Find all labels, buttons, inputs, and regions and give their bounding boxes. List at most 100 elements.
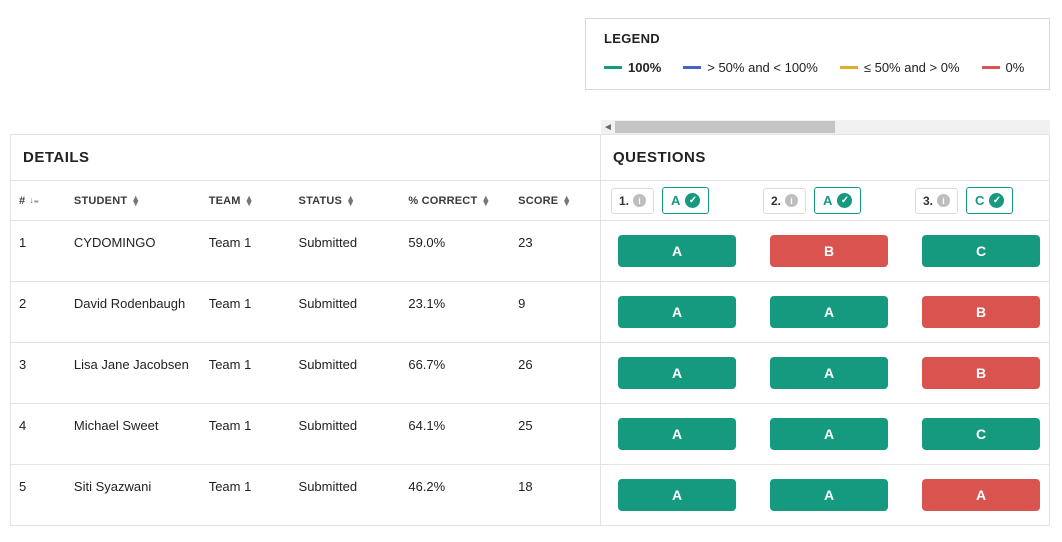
answer-pill[interactable]: B xyxy=(922,296,1040,328)
student-name: Siti Syazwani xyxy=(66,465,201,525)
sort-icon: ▲▼ xyxy=(346,196,355,206)
answer-pill[interactable]: A xyxy=(618,357,736,389)
answer-cells: AAB xyxy=(601,282,1057,342)
col-header-student[interactable]: STUDENT ▲▼ xyxy=(66,181,201,220)
table-row: 2David RodenbaughTeam 1Submitted23.1%9 A A… xyxy=(11,282,1049,343)
answer-cells: A B C xyxy=(601,221,1057,281)
score: 25 xyxy=(510,404,600,464)
col-header-team[interactable]: TEAM ▲▼ xyxy=(201,181,291,220)
info-icon[interactable]: i xyxy=(937,194,950,207)
status: Submitted xyxy=(291,404,401,464)
student-name: CYDOMINGO xyxy=(66,221,201,281)
student-name: Michael Sweet xyxy=(66,404,201,464)
details-cells: 2David RodenbaughTeam 1Submitted23.1%9 xyxy=(11,282,601,342)
question-number-label: 2. xyxy=(771,194,781,208)
legend-label: ≤ 50% and > 0% xyxy=(864,60,960,75)
answer-pill[interactable]: B xyxy=(770,235,888,267)
answer-cell: A xyxy=(905,465,1057,525)
legend-swatch xyxy=(840,66,858,69)
answer-pill[interactable]: A xyxy=(770,479,888,511)
answer-cell: A xyxy=(601,282,753,342)
legend-swatch xyxy=(683,66,701,69)
question-number-box[interactable]: 1. i xyxy=(611,188,654,214)
scroll-left-arrow[interactable]: ◄ xyxy=(601,120,615,134)
correct-answer-label: A xyxy=(823,193,832,208)
answer-cells: AAA xyxy=(601,465,1057,525)
col-header-score[interactable]: SCORE ▲▼ xyxy=(510,181,600,220)
check-icon: ✓ xyxy=(837,193,852,208)
sort-icon: ▲▼ xyxy=(131,196,140,206)
info-icon[interactable]: i xyxy=(633,194,646,207)
legend-items: 100% > 50% and < 100% ≤ 50% and > 0% 0% xyxy=(604,60,1031,75)
col-header-score-label: SCORE xyxy=(518,195,558,207)
percent-correct: 66.7% xyxy=(400,343,510,403)
question-number-label: 1. xyxy=(619,194,629,208)
status: Submitted xyxy=(291,282,401,342)
legend-title: LEGEND xyxy=(604,31,1031,46)
answer-pill[interactable]: C xyxy=(922,418,1040,450)
correct-answer-box[interactable]: A✓ xyxy=(662,187,709,214)
question-header: 2.iA✓ xyxy=(753,181,905,220)
table-row: 1CYDOMINGOTeam 1Submitted59.0%23ABC xyxy=(11,221,1049,282)
answer-pill[interactable]: C xyxy=(922,235,1040,267)
details-section-header: DETAILS xyxy=(11,135,601,180)
details-cells: 4Michael SweetTeam 1Submitted64.1%25 xyxy=(11,404,601,464)
correct-answer-label: A xyxy=(671,193,680,208)
answer-cell: C xyxy=(905,404,1057,464)
col-header-team-label: TEAM xyxy=(209,195,241,207)
col-header-pct-correct[interactable]: % CORRECT ▲▼ xyxy=(400,181,510,220)
details-cells: 3Lisa Jane JacobsenTeam 1Submitted66.7%2… xyxy=(11,343,601,403)
scroll-thumb[interactable] xyxy=(615,121,835,133)
info-icon[interactable]: i xyxy=(785,194,798,207)
answer-cells: AAC xyxy=(601,404,1057,464)
legend-item: > 50% and < 100% xyxy=(683,60,818,75)
answer-pill[interactable]: A xyxy=(770,296,888,328)
section-header-row: DETAILS QUESTIONS xyxy=(11,135,1049,181)
answer-pill[interactable]: A xyxy=(618,418,736,450)
answer-pill[interactable]: A xyxy=(618,235,736,267)
answer-pill[interactable]: A xyxy=(618,296,736,328)
questions-section-header: QUESTIONS xyxy=(601,135,1049,180)
answer-pill[interactable]: A xyxy=(770,357,888,389)
sort-icon: ▲▼ xyxy=(245,196,254,206)
score: 23 xyxy=(510,221,600,281)
student-name: David Rodenbaugh xyxy=(66,282,201,342)
team-name: Team 1 xyxy=(201,465,291,525)
percent-correct: 59.0% xyxy=(400,221,510,281)
answer-cell: A xyxy=(601,343,753,403)
table-row: 4Michael SweetTeam 1Submitted64.1%25 A A C xyxy=(11,404,1049,465)
col-header-status[interactable]: STATUS ▲▼ xyxy=(291,181,401,220)
col-header-pct-label: % CORRECT xyxy=(408,195,477,207)
col-header-number[interactable]: # ↓₌ xyxy=(11,181,66,220)
col-header-status-label: STATUS xyxy=(299,195,343,207)
sort-desc-icon: ↓₌ xyxy=(29,198,39,203)
answer-cell: A xyxy=(753,343,905,403)
legend-swatch xyxy=(982,66,1000,69)
questions-scrollbar[interactable]: ◄ xyxy=(601,120,1050,134)
correct-answer-box[interactable]: C✓ xyxy=(966,187,1013,214)
row-number: 3 xyxy=(11,343,66,403)
question-headers: 1.iA✓2.iA✓3.iC✓ xyxy=(601,181,1057,220)
status: Submitted xyxy=(291,343,401,403)
answer-pill[interactable]: A xyxy=(770,418,888,450)
legend-item: 0% xyxy=(982,60,1025,75)
question-header: 1. i A✓ xyxy=(601,181,753,220)
question-number-box[interactable]: 3. i xyxy=(915,188,958,214)
answer-pill[interactable]: A xyxy=(922,479,1040,511)
legend-panel: LEGEND 100% > 50% and < 100% ≤ 50% and > 0… xyxy=(585,18,1050,90)
student-name: Lisa Jane Jacobsen xyxy=(66,343,201,403)
answer-cell: A xyxy=(753,282,905,342)
percent-correct: 23.1% xyxy=(400,282,510,342)
answer-pill[interactable]: A xyxy=(618,479,736,511)
score: 18 xyxy=(510,465,600,525)
question-number-label: 3. xyxy=(923,194,933,208)
answer-cells: AAB xyxy=(601,343,1057,403)
correct-answer-box[interactable]: A✓ xyxy=(814,187,861,214)
answer-cell: A xyxy=(601,221,753,281)
question-number-box[interactable]: 2. i xyxy=(763,188,806,214)
percent-correct: 46.2% xyxy=(400,465,510,525)
answer-pill[interactable]: B xyxy=(922,357,1040,389)
legend-label: 100% xyxy=(628,60,661,75)
col-header-student-label: STUDENT xyxy=(74,195,127,207)
score: 9 xyxy=(510,282,600,342)
